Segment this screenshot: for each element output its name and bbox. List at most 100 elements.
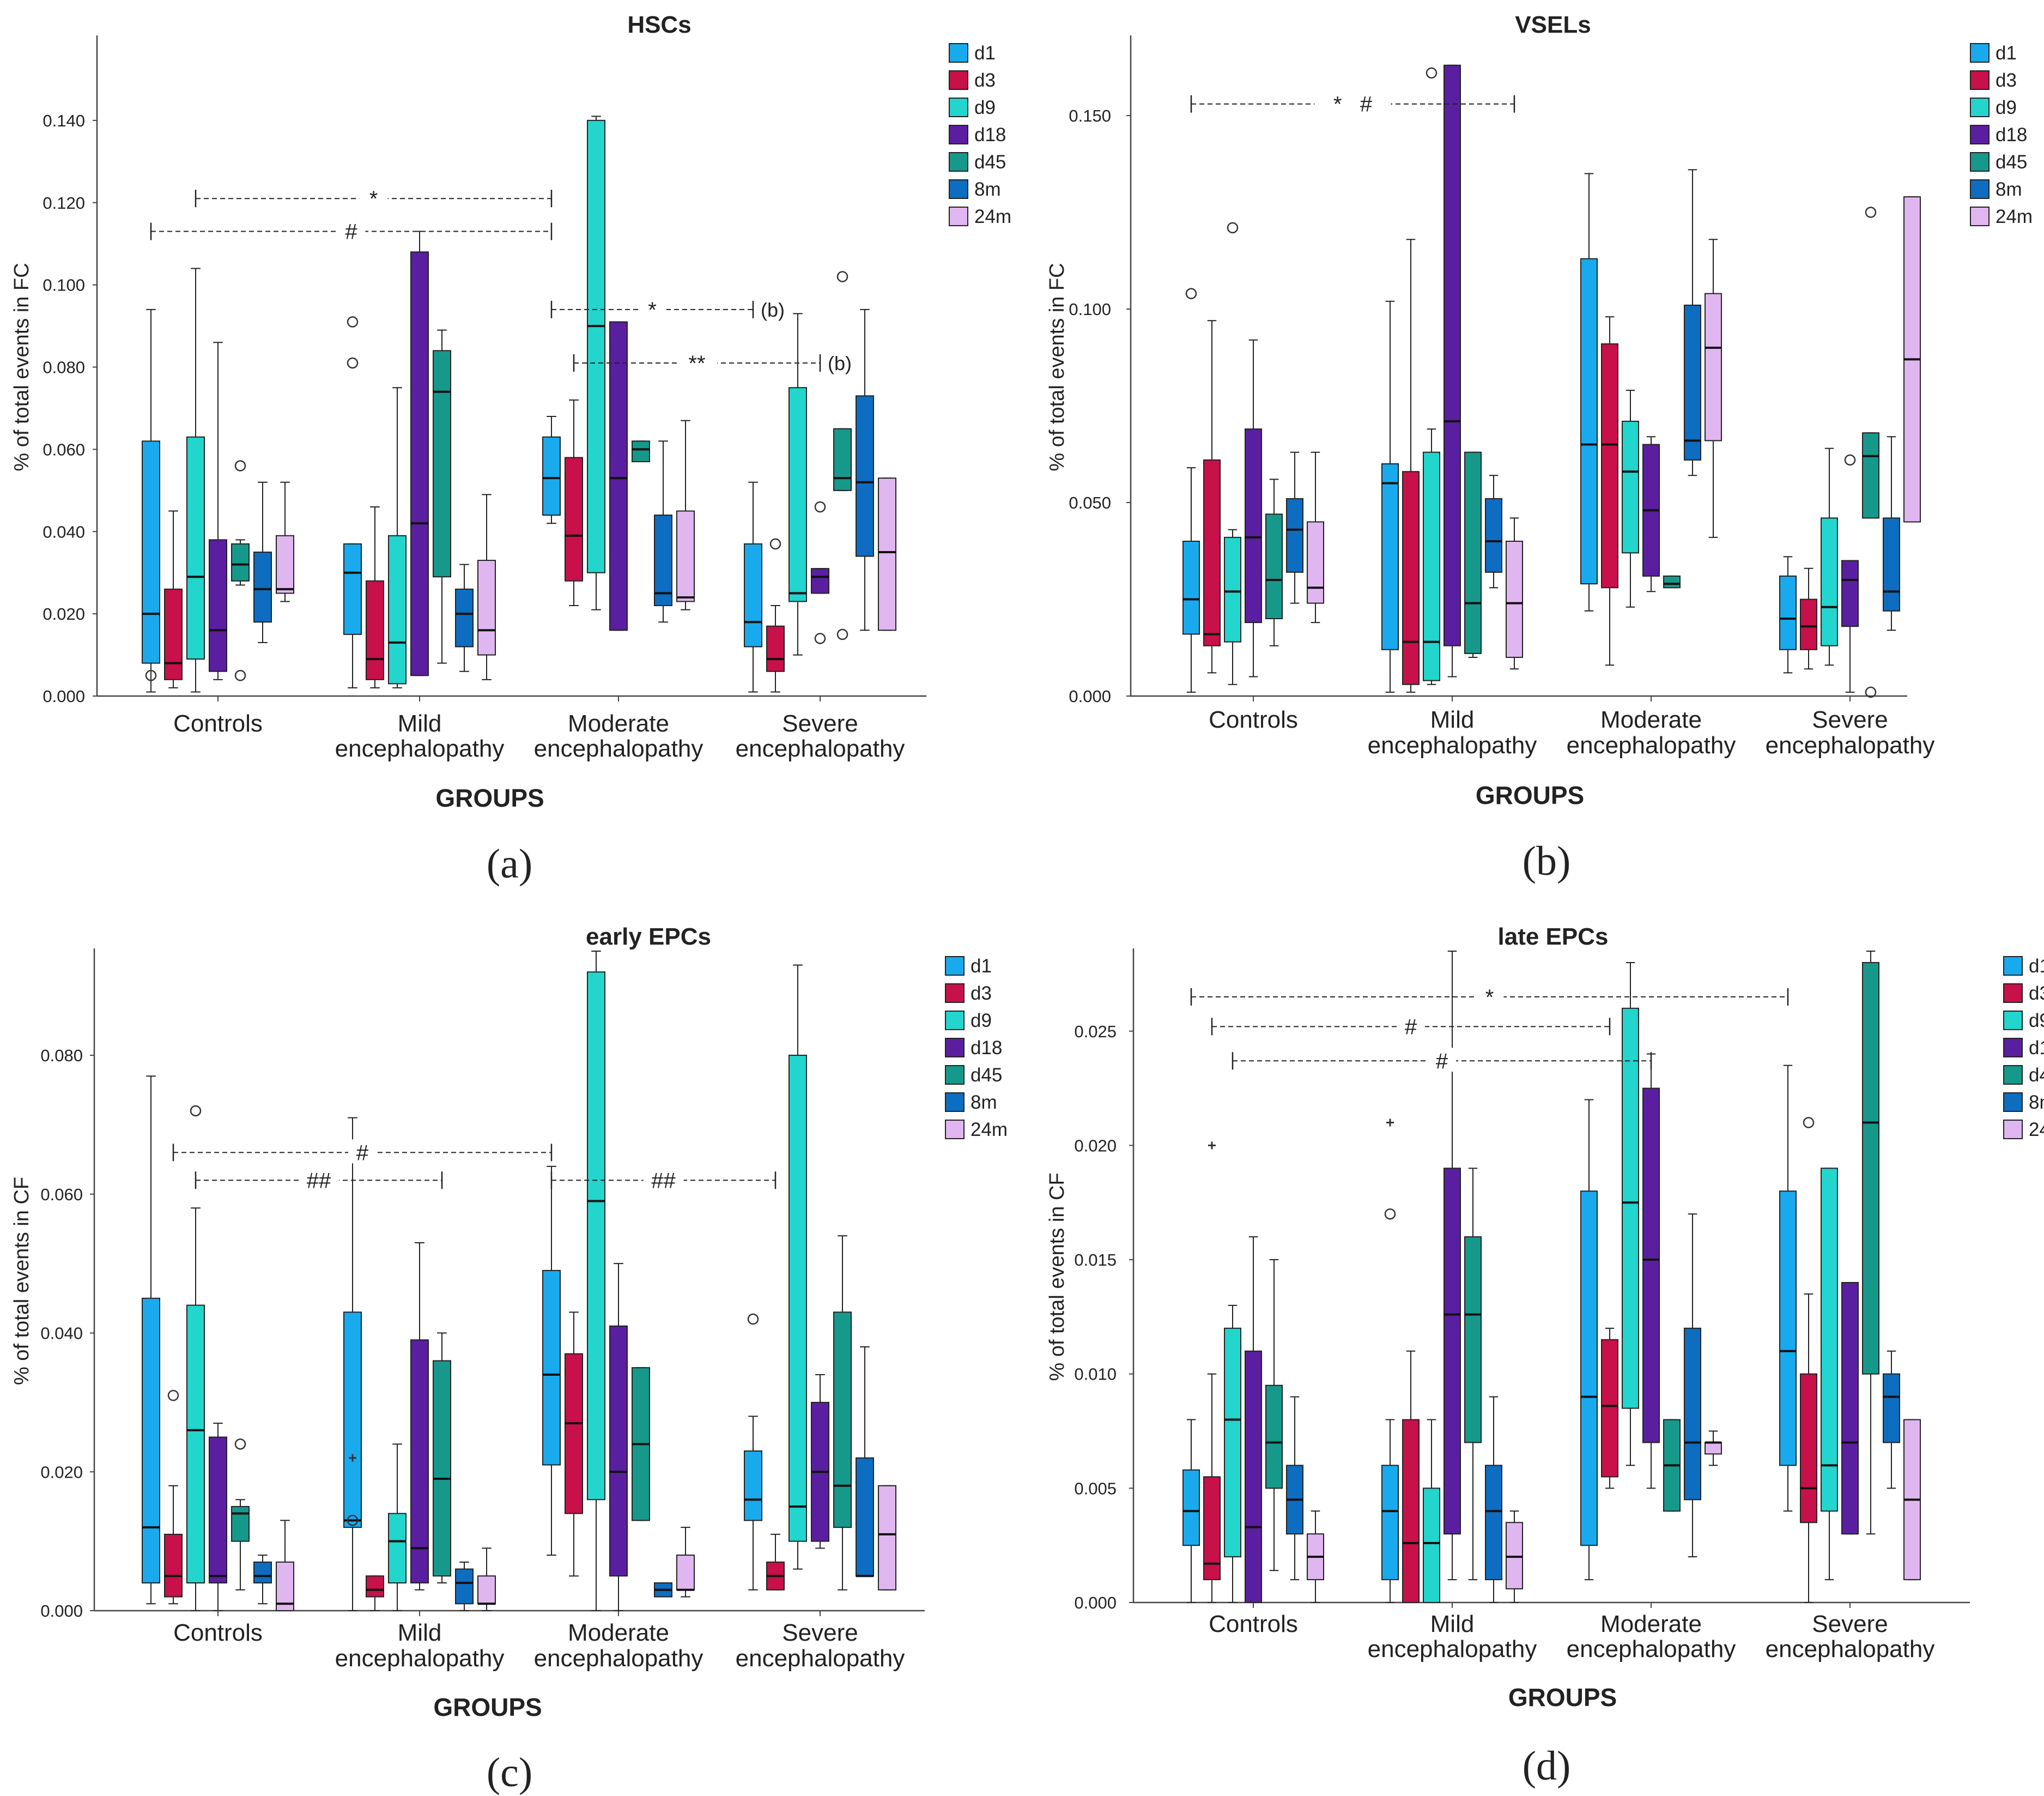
legend-swatch [2003, 1120, 2023, 1139]
legend-swatch [945, 1092, 965, 1112]
chart-panel-4: late EPCs 0.000 0.005 0.010 0.015 0.020 0.025%… [1046, 923, 2044, 1789]
legend-label: d18 [974, 124, 1006, 146]
box-d45 [833, 428, 852, 491]
box-body [410, 251, 429, 676]
bracket-label-bg [638, 296, 666, 321]
box-8m [856, 1346, 874, 1577]
box-body [433, 350, 451, 578]
y-tick-label: 0.080 [40, 1046, 83, 1065]
significance-bracket: * [1190, 983, 1789, 1009]
significance-label: ## [307, 1169, 331, 1193]
box-d9 [1622, 962, 1639, 1466]
box-body [1245, 428, 1262, 624]
legend-swatch [2003, 1011, 2023, 1030]
legend-label: d9 [1996, 97, 2017, 118]
bracket-label-bg [1475, 983, 1504, 1008]
box-body [1821, 517, 1838, 646]
box-body [1381, 1465, 1399, 1581]
bracket-label-bg [1397, 1013, 1425, 1038]
legend-swatch [1970, 125, 1990, 144]
x-axis-label: GROUPS [435, 784, 544, 812]
significance-suffix: (b) [828, 352, 852, 374]
significance-bracket: ## [550, 1167, 777, 1193]
legend-swatch [1970, 70, 1990, 90]
box-d45 [833, 1235, 852, 1591]
box-body [789, 1055, 807, 1542]
significance-bracket: # [1232, 1048, 1652, 1073]
box-body [477, 560, 496, 656]
group-label: Moderate [1600, 706, 1702, 733]
box-body [542, 1269, 561, 1466]
box-24m [477, 494, 496, 680]
box-body [1506, 541, 1523, 658]
legend-label: d18 [1996, 124, 2027, 146]
box-8m [1485, 1396, 1502, 1603]
box-body [209, 1436, 227, 1584]
box-d45 [1265, 479, 1283, 646]
box-body [587, 971, 605, 1501]
box-body [276, 535, 294, 594]
box-d9 [587, 116, 605, 610]
box-body [1265, 1384, 1283, 1489]
y-tick-label: 0.000 [1069, 687, 1111, 706]
box-8m [1684, 1213, 1701, 1558]
box-body [1779, 1190, 1797, 1466]
outlier-point [1844, 454, 1856, 466]
box-body [1203, 459, 1221, 646]
outlier-point [190, 1105, 202, 1117]
legend-label: d9 [2029, 1010, 2044, 1031]
box-body [1381, 463, 1399, 650]
chart-title: VSELs [1515, 11, 1591, 38]
box-body [565, 1353, 583, 1514]
group-label: encephalopathy [335, 1645, 505, 1672]
box-body [1705, 293, 1722, 442]
box-d1 [1779, 556, 1797, 674]
box-d45 [1464, 1168, 1482, 1581]
legend-label: d9 [971, 1010, 992, 1031]
outlier-point [1185, 288, 1197, 299]
group-label: Controls [1209, 706, 1298, 733]
group-label: encephalopathy [534, 1645, 703, 1672]
box-d9 [789, 313, 807, 656]
box-body [366, 1575, 384, 1598]
box-d3 [766, 605, 785, 693]
box-8m [856, 309, 874, 631]
y-tick-label: 0.000 [43, 687, 85, 706]
box-8m [1286, 451, 1303, 604]
box-body [856, 395, 874, 557]
box-body [253, 1561, 272, 1584]
significance-label: * [1485, 985, 1494, 1009]
group-label: Mild [1430, 706, 1475, 733]
outlier-point [747, 1313, 759, 1325]
box-d1 [542, 416, 561, 524]
box-d9 [1423, 428, 1440, 685]
group-label: encephalopathy [736, 1645, 905, 1672]
box-body [1580, 1190, 1598, 1546]
box-d18 [209, 342, 227, 680]
legend-swatch [945, 956, 965, 976]
box-d45 [632, 440, 650, 463]
box-body [1443, 64, 1461, 646]
box-8m [253, 1555, 272, 1605]
legend-swatch [2003, 983, 2023, 1003]
box-d18 [609, 1263, 628, 1611]
box-d1 [142, 1075, 160, 1605]
box-body [142, 1297, 160, 1584]
box-d18 [609, 321, 628, 631]
box-24m [1506, 1510, 1523, 1603]
box-body [676, 510, 695, 602]
box-body [1841, 1281, 1859, 1535]
box-body [1821, 1168, 1838, 1512]
outlier-point [145, 670, 157, 681]
group-label: Mild [398, 1619, 442, 1646]
y-tick-label: 0.015 [1074, 1250, 1117, 1269]
box-body [231, 1505, 250, 1542]
box-8m [1485, 475, 1502, 589]
group-label: encephalopathy [736, 735, 905, 762]
box-body [388, 535, 407, 685]
outlier-point [1865, 207, 1877, 218]
box-body [1423, 451, 1440, 681]
group-label: Severe [782, 1619, 858, 1646]
box-body [209, 539, 227, 672]
legend-swatch [945, 1011, 965, 1030]
